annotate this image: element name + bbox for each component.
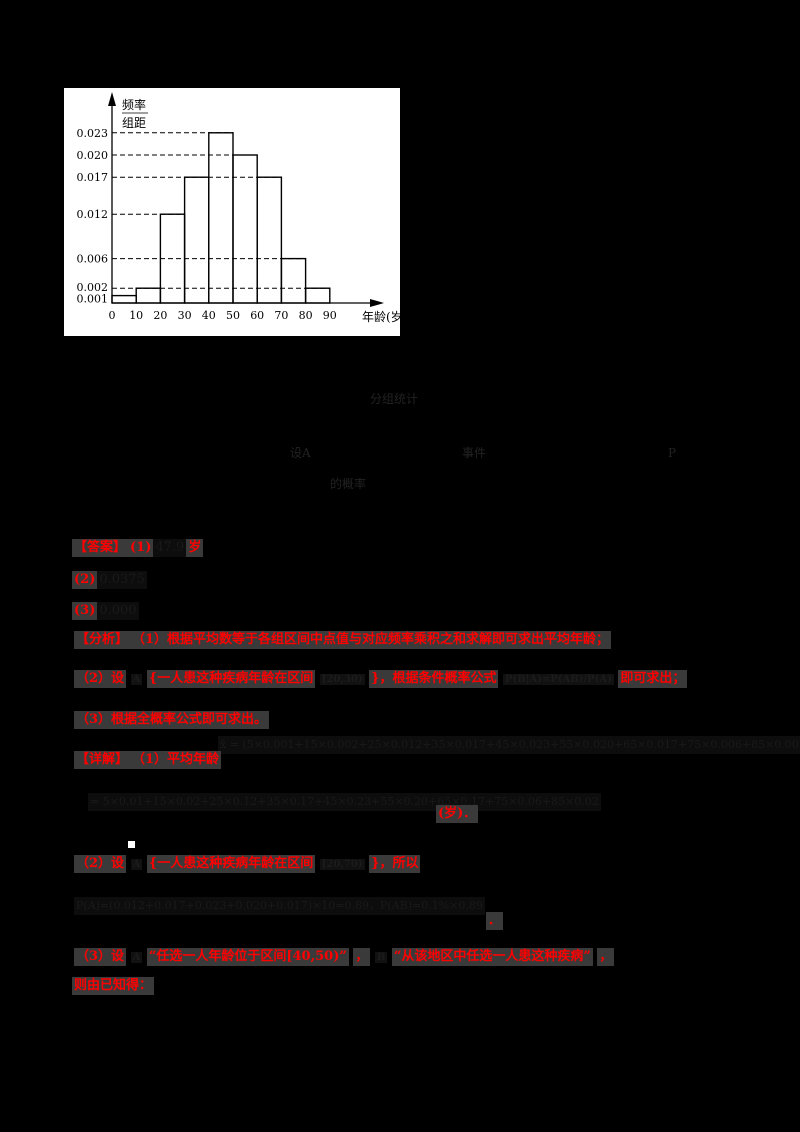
mean-formula: x̄ = (5×0.001+15×0.002+25×0.012+35×0.017… [218, 736, 800, 754]
analysis-2-end: 即可求出； [618, 670, 688, 688]
analysis-3-text: （3）根据全概率公式即可求出。 [74, 711, 270, 729]
detail-2-dot: ． [486, 912, 504, 930]
histogram-bar [111, 294, 137, 304]
event-symbol-3: A [130, 951, 143, 963]
histogram-bar [304, 287, 331, 304]
histogram-bar [135, 287, 162, 304]
detail-2-dot-line: ． [486, 912, 504, 931]
answer-1-value: 47.9 [153, 539, 187, 557]
answer-line-3: (3) 0.000 [72, 602, 139, 621]
answer-3-value: 0.000 [97, 602, 139, 620]
y-tick-label: 0.002 [77, 281, 109, 294]
detail-line-4: 则由已知得： [72, 977, 155, 996]
x-tick-label: 70 [274, 309, 288, 322]
analysis-line-2: （2）设 A {一人患这种疾病年龄在区间 [20,30) }，根据条件概率公式 … [74, 670, 688, 689]
faint-text-b: 事件 [462, 446, 487, 460]
x-tick-label: 0 [109, 309, 116, 322]
y-tick-label: 0.023 [77, 127, 109, 140]
detail-label: 【详解】 [74, 751, 131, 769]
x-tick-label: 90 [323, 309, 337, 322]
detail-2-interval: [20,70) [319, 858, 365, 870]
answer-label: 【答案】 [72, 539, 129, 557]
event-symbol: A [130, 673, 143, 685]
answer-line-2: (2) 0.0375 [72, 571, 147, 590]
y-tick-label: 0.017 [77, 171, 109, 184]
x-axis-arrow-icon [370, 299, 384, 307]
answer-3-index: (3) [72, 602, 98, 620]
detail-3-sep: ， [353, 948, 371, 966]
detail-2-prefix: （2）设 [74, 855, 127, 873]
histogram-bar [280, 257, 307, 304]
y-tick-label: 0.001 [77, 293, 109, 306]
histogram-chart: 频率组距 0.023 0.020 0.017 0.012 0.006 0.002 0.001 0… [64, 88, 400, 336]
histogram-bar [256, 176, 283, 304]
analysis-2-interval: [20,30) [319, 673, 365, 685]
faint-heading: 分组统计 [370, 392, 419, 406]
y-label-denominator: 组距 [122, 116, 146, 130]
y-tick-label: 0.012 [77, 208, 109, 221]
bullet-marker [128, 841, 135, 848]
detail-3-continuation: 则由已知得： [72, 977, 155, 995]
answer-2-index: (2) [72, 571, 98, 589]
detail-1-result: (岁)． [436, 805, 479, 823]
x-tick-label: 50 [226, 309, 240, 322]
answer-1-index: (1) [128, 539, 154, 557]
detail-1-calculation: = 5×0.01+15×0.02+25×0.12+35×0.17+45×0.23… [88, 793, 601, 811]
detail-2-mid: {一人患这种疾病年龄在区间 [146, 855, 316, 873]
analysis-line-3: （3）根据全概率公式即可求出。 [74, 711, 270, 730]
y-axis-arrow-icon [108, 92, 116, 106]
analysis-line-1: 【分析】 （1）根据平均数等于各组区间中点值与对应频率乘积之和求解即可求出平均年龄… [74, 631, 612, 650]
x-tick-label: 60 [250, 309, 264, 322]
analysis-label: 【分析】 [74, 631, 131, 649]
event-symbol-4: B [374, 951, 388, 963]
detail-line-2: （2）设 A {一人患这种疾病年龄在区间 [20,70) }，所以 [74, 855, 421, 874]
analysis-2-mid: {一人患这种疾病年龄在区间 [146, 670, 316, 688]
detail-3-event-a: “任选一人年龄位于区间[40,50)” [146, 948, 349, 966]
conditional-probability-formula: P(B|A)=P(AB)/P(A) [503, 673, 614, 685]
analysis-2-prefix: （2）设 [74, 670, 127, 688]
detail-line-1: 【详解】 （1）平均年龄 [74, 751, 222, 770]
faint-text-c: P [668, 446, 677, 460]
detail-line-3: （3）设 A “任选一人年龄位于区间[40,50)” ， B “从该地区中任选一… [74, 948, 615, 967]
faint-text-d: 的概率 [330, 477, 367, 491]
detail-1-result-line: (岁)． [436, 805, 479, 824]
y-label-numerator: 频率 [122, 97, 146, 112]
detail-3-end: ， [597, 948, 615, 966]
histogram-bar [208, 132, 234, 304]
x-axis-label: 年龄(岁) [362, 309, 400, 324]
x-tick-label: 20 [153, 309, 167, 322]
detail-1-text: （1）平均年龄 [130, 751, 222, 769]
detail-3-event-b: “从该地区中任选一人患这种疾病” [391, 948, 593, 966]
answer-line-1: 【答案】 (1) 47.9 岁 [72, 539, 204, 558]
answer-1-unit: 岁 [186, 539, 204, 557]
analysis-2-after: }，根据条件概率公式 [369, 670, 499, 688]
answer-2-value: 0.0375 [97, 571, 147, 589]
histogram-bar [183, 176, 210, 304]
faint-text-a: 设A [290, 446, 311, 460]
x-tick-label: 40 [202, 309, 216, 322]
event-symbol-2: A [130, 858, 143, 870]
y-tick-label: 0.020 [77, 149, 109, 162]
detail-3-prefix: （3）设 [74, 948, 127, 966]
x-tick-label: 80 [299, 309, 313, 322]
x-tick-label: 30 [178, 309, 192, 322]
y-tick-label: 0.006 [77, 253, 109, 266]
detail-2-calculation: P(A)=(0.012+0.017+0.023+0.020+0.017)×10=… [74, 897, 485, 915]
detail-2-end: }，所以 [369, 855, 421, 873]
x-tick-label: 10 [129, 309, 143, 322]
analysis-1-text: （1）根据平均数等于各组区间中点值与对应频率乘积之和求解即可求出平均年龄； [130, 631, 612, 649]
